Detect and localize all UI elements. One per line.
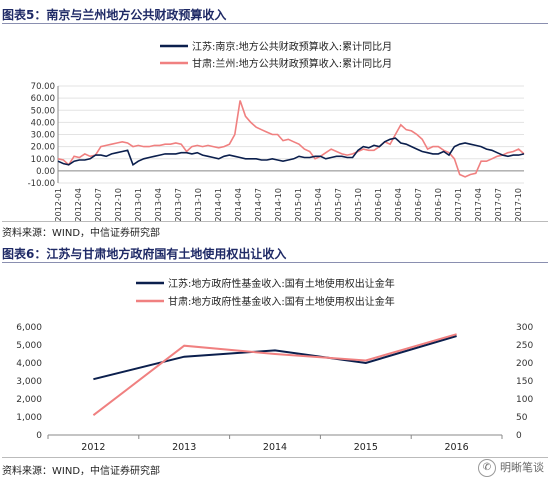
y-right-tick-label: 100 (516, 395, 533, 405)
figure-5-bottom-rule (2, 221, 548, 222)
x-tick-label: 2012-10 (114, 188, 123, 221)
x-tick-label: 2014-01 (214, 188, 223, 221)
y-right-tick-label: 300 (516, 323, 533, 333)
x-tick-label: 2012-01 (54, 188, 63, 221)
legend-label: 江苏:地方政府性基金收入:国有土地使用权出让金年 (168, 277, 395, 290)
y-tick-label: 30.00 (31, 131, 55, 141)
x-tick-label: 2012-04 (74, 188, 83, 221)
wechat-icon: ✆ (478, 459, 496, 477)
series-line (57, 100, 525, 178)
x-tick-label: 2016-01 (374, 188, 383, 221)
x-tick-label: 2016-10 (434, 188, 443, 221)
y-tick-label: 60.00 (31, 94, 55, 104)
x-tick-label: 2014-10 (274, 188, 283, 221)
figure-5-title-rule (2, 23, 548, 24)
figure-5-title: 图表5：南京与兰州地方公共财政预算收入 (2, 8, 227, 22)
chart-revenue-growth: 70.00 60.00 50.00 40.00 30.00 20.00 10.00 0.00 -… (28, 40, 525, 221)
x-tick-label: 2014-04 (234, 188, 243, 221)
y-right-tick-label: 250 (516, 341, 533, 351)
x-tick-label: 2012 (81, 442, 105, 453)
chart-land-revenue: 6,000 5,000 4,000 3,000 2,000 1,000 0 300 250 20… (16, 277, 533, 453)
figure-6-source: 资料来源：WIND，中信证券研究部 (2, 466, 161, 477)
y-left-tick-label: 2,000 (16, 395, 42, 405)
x-tick-label: 2013-10 (194, 188, 203, 221)
y-tick-label: 10.00 (31, 155, 55, 165)
x-tick-label: 2015-07 (334, 188, 343, 221)
y-tick-label: 70.00 (31, 82, 55, 92)
x-tick-label: 2016-04 (394, 188, 403, 221)
y-tick-label: 20.00 (31, 143, 55, 153)
x-tick-label: 2016 (445, 442, 469, 453)
x-tick-label: 2015-04 (314, 188, 323, 221)
y-left-tick-label: 1,000 (16, 413, 42, 423)
y-right-tick-label: 0 (516, 431, 522, 441)
x-tick-label: 2014-07 (254, 188, 263, 221)
legend-label: 江苏:南京:地方公共财政预算收入:累计同比月 (192, 40, 392, 53)
series-line (57, 137, 525, 167)
y-tick-label: 0.00 (36, 167, 55, 177)
x-tick-label: 2013-01 (134, 188, 143, 221)
x-tick-label: 2015 (354, 442, 378, 453)
x-tick-label: 2013-07 (174, 188, 183, 221)
y-left-tick-label: 0 (36, 431, 42, 441)
series-line (93, 335, 457, 381)
y-tick-label: -10.00 (28, 179, 55, 189)
legend-label: 甘肃:兰州:地方公共财政预算收入:累计同比月 (192, 57, 392, 70)
y-left-tick-label: 6,000 (16, 323, 42, 333)
x-tick-label: 2017-04 (474, 188, 483, 221)
y-right-tick-label: 150 (516, 377, 533, 387)
y-left-tick-label: 3,000 (16, 377, 42, 387)
x-tick-label: 2015-01 (294, 188, 303, 221)
x-tick-label: 2014 (263, 442, 287, 453)
y-tick-label: 50.00 (31, 106, 55, 116)
y-tick-label: 40.00 (31, 118, 55, 128)
x-tick-label: 2015-10 (354, 188, 363, 221)
watermark: ✆ 明晰笔谈 (478, 459, 544, 477)
figure-6-bottom-rule (2, 457, 548, 458)
legend-label: 甘肃:地方政府性基金收入:国有土地使用权出让金年 (168, 295, 395, 308)
x-tick-label: 2017-10 (514, 188, 523, 221)
figure-6-title: 图表6：江苏与甘肃地方政府国有土地使用权出让收入 (2, 247, 287, 261)
figure-5-source: 资料来源：WIND，中信证券研究部 (2, 228, 161, 239)
x-tick-label: 2013 (172, 442, 196, 453)
y-left-tick-label: 5,000 (16, 341, 42, 351)
figure-6-title-rule (2, 262, 548, 263)
x-tick-label: 2012-07 (94, 188, 103, 221)
y-left-tick-label: 4,000 (16, 359, 42, 369)
series-line (92, 333, 457, 416)
y-right-tick-label: 50 (516, 413, 528, 423)
x-tick-label: 2016-07 (414, 188, 423, 221)
x-tick-label: 2013-04 (154, 188, 163, 221)
x-tick-label: 2017-07 (494, 188, 503, 221)
x-tick-label: 2017-01 (454, 188, 463, 221)
watermark-text: 明晰笔谈 (500, 461, 544, 474)
y-right-tick-label: 200 (516, 359, 533, 369)
